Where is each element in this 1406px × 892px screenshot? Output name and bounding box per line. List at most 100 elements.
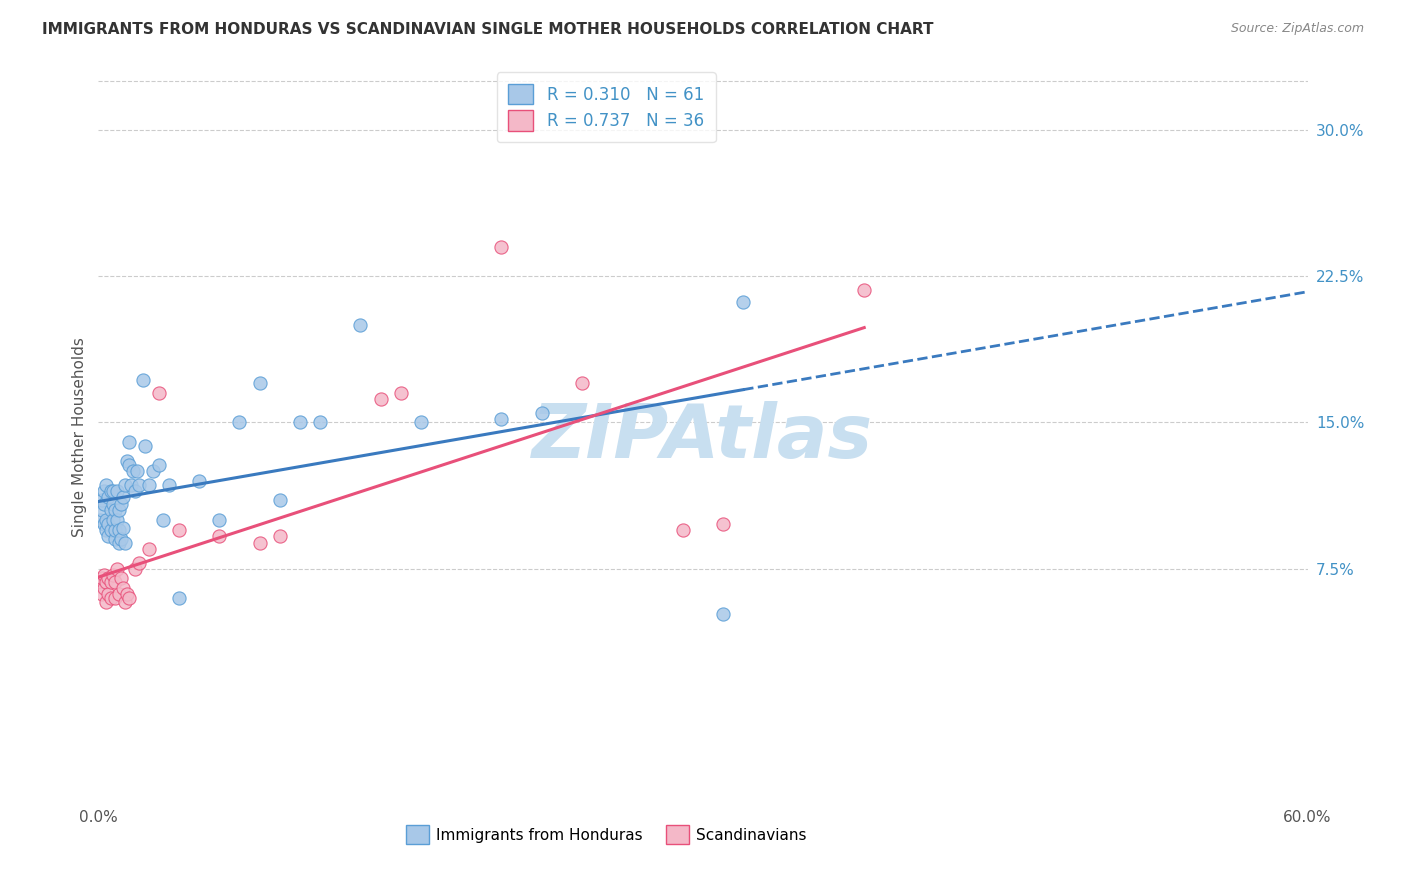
Point	[93, 516, 115, 531]
Legend: Immigrants from Honduras, Scandinavians: Immigrants from Honduras, Scandinavians	[399, 819, 813, 850]
Point	[138, 542, 160, 557]
Point	[111, 490, 134, 504]
Point	[733, 294, 755, 309]
Point	[132, 372, 155, 386]
Point	[208, 513, 231, 527]
Point	[100, 503, 122, 517]
Point	[120, 478, 142, 492]
Point	[111, 521, 134, 535]
Point	[125, 464, 148, 478]
Point	[107, 536, 129, 550]
Point	[370, 392, 392, 406]
Point	[93, 567, 115, 582]
Point	[93, 581, 115, 595]
Point	[91, 572, 114, 586]
Point	[93, 483, 115, 498]
Point	[89, 513, 111, 527]
Point	[269, 493, 291, 508]
Point	[288, 416, 311, 430]
Point	[97, 572, 120, 586]
Text: IMMIGRANTS FROM HONDURAS VS SCANDINAVIAN SINGLE MOTHER HOUSEHOLDS CORRELATION CH: IMMIGRANTS FROM HONDURAS VS SCANDINAVIAN…	[42, 22, 934, 37]
Point	[409, 416, 432, 430]
Point	[121, 464, 143, 478]
Point	[167, 591, 190, 605]
Point	[103, 575, 125, 590]
Point	[100, 523, 122, 537]
Point	[96, 575, 118, 590]
Point	[134, 439, 156, 453]
Point	[101, 567, 124, 582]
Point	[148, 458, 170, 473]
Point	[672, 523, 695, 537]
Point	[142, 464, 165, 478]
Point	[138, 478, 160, 492]
Text: ZIPAtlas: ZIPAtlas	[533, 401, 873, 474]
Point	[96, 478, 118, 492]
Point	[208, 528, 231, 542]
Point	[101, 513, 124, 527]
Point	[93, 497, 115, 511]
Point	[157, 478, 180, 492]
Point	[110, 533, 132, 547]
Point	[103, 523, 125, 537]
Point	[228, 416, 250, 430]
Point	[349, 318, 371, 332]
Point	[96, 595, 118, 609]
Point	[96, 513, 118, 527]
Point	[110, 572, 132, 586]
Point	[91, 503, 114, 517]
Point	[152, 513, 174, 527]
Point	[128, 556, 150, 570]
Point	[105, 513, 128, 527]
Point	[107, 503, 129, 517]
Y-axis label: Single Mother Households: Single Mother Households	[72, 337, 87, 537]
Point	[711, 607, 734, 621]
Point	[110, 497, 132, 511]
Point	[89, 575, 111, 590]
Point	[491, 240, 513, 254]
Point	[97, 516, 120, 531]
Point	[115, 454, 138, 468]
Point	[118, 458, 141, 473]
Point	[711, 516, 734, 531]
Point	[115, 587, 138, 601]
Point	[107, 587, 129, 601]
Point	[107, 523, 129, 537]
Point	[853, 283, 876, 297]
Point	[100, 483, 122, 498]
Point	[124, 562, 146, 576]
Point	[97, 528, 120, 542]
Point	[124, 483, 146, 498]
Point	[105, 483, 128, 498]
Point	[96, 523, 118, 537]
Point	[103, 503, 125, 517]
Point	[91, 587, 114, 601]
Point	[100, 575, 122, 590]
Point	[491, 411, 513, 425]
Point	[389, 386, 412, 401]
Point	[128, 478, 150, 492]
Point	[101, 483, 124, 498]
Point	[100, 591, 122, 605]
Point	[249, 376, 271, 391]
Point	[309, 416, 332, 430]
Point	[114, 595, 136, 609]
Point	[97, 490, 120, 504]
Point	[111, 581, 134, 595]
Point	[269, 528, 291, 542]
Point	[148, 386, 170, 401]
Point	[571, 376, 593, 391]
Point	[114, 478, 136, 492]
Point	[101, 497, 124, 511]
Text: Source: ZipAtlas.com: Source: ZipAtlas.com	[1230, 22, 1364, 36]
Point	[167, 523, 190, 537]
Point	[103, 533, 125, 547]
Point	[118, 434, 141, 449]
Point	[249, 536, 271, 550]
Point	[530, 406, 553, 420]
Point	[188, 474, 211, 488]
Point	[97, 587, 120, 601]
Point	[105, 562, 128, 576]
Point	[118, 591, 141, 605]
Point	[114, 536, 136, 550]
